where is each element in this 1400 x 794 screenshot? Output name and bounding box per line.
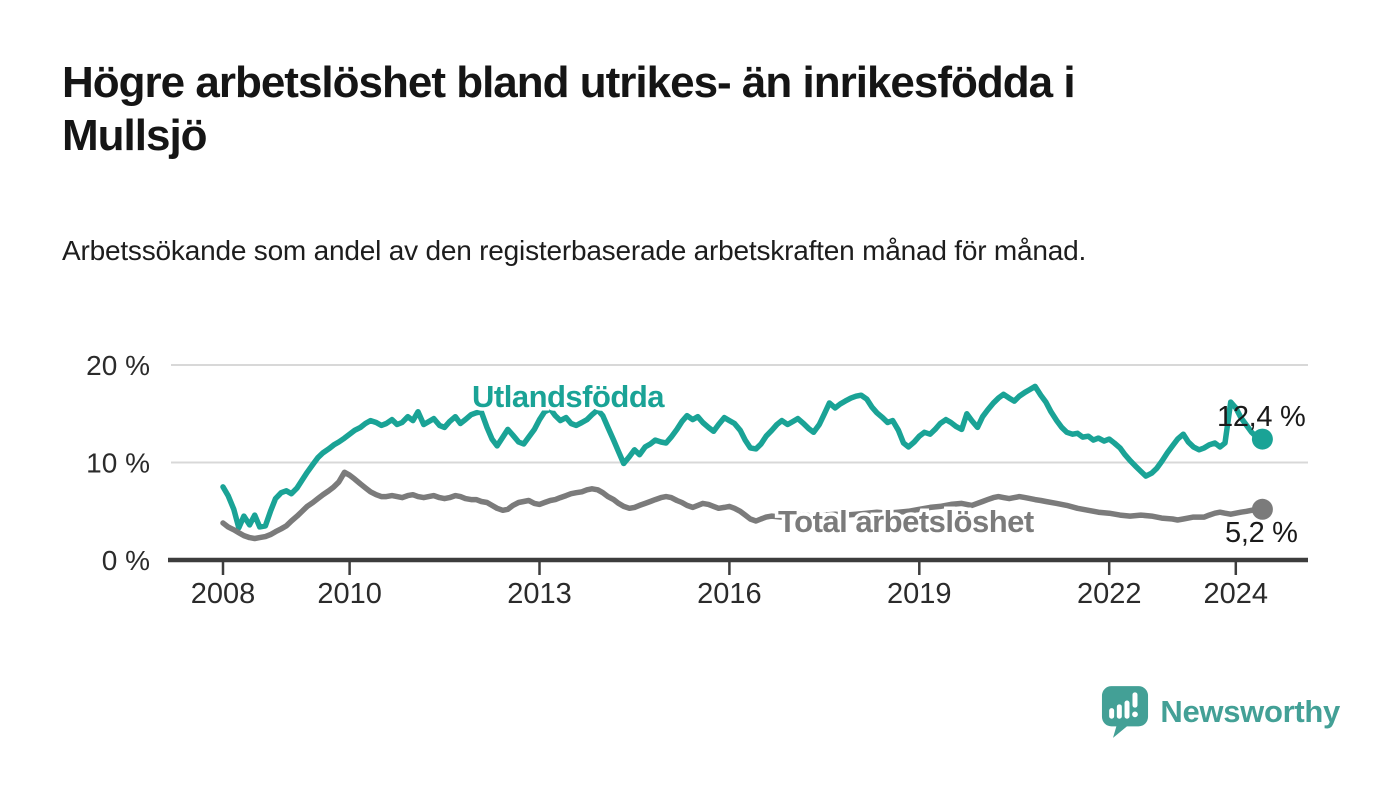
page-title: Högre arbetslöshet bland utrikes- än inr… — [62, 58, 1076, 160]
x-axis-tick-label-2013: 2013 — [507, 578, 572, 610]
y-axis-tick-label: 20 % — [86, 350, 150, 381]
chart-subtitle: Arbetssökande som andel av den registerb… — [62, 235, 1087, 266]
series-label-total-arbetsloshet: Total arbetslöshet — [778, 504, 1034, 539]
end-dot-utlandsfodda — [1251, 428, 1273, 450]
end-value-label-total-arbetsloshet: 5,2 % — [1225, 517, 1298, 549]
series-line-total-arbetsloshet — [220, 469, 1266, 542]
y-axis-tick-label: 0 % — [102, 545, 150, 576]
end-dot-total-arbetsloshet — [1251, 498, 1273, 520]
x-axis-tick-label-2010: 2010 — [317, 578, 382, 610]
end-value-label-utlandsfodda: 12,4 % — [1217, 401, 1306, 433]
x-axis-tick-label-2022: 2022 — [1077, 578, 1142, 610]
series-label-utlandsfodda: Utlandsfödda — [472, 379, 665, 414]
x-axis-tick-label-2024: 2024 — [1204, 578, 1269, 610]
x-axis-tick-label-2019: 2019 — [887, 578, 952, 610]
speech-bubble-bar-chart-icon — [1102, 686, 1149, 738]
newsworthy-logo: Newsworthy — [1101, 684, 1340, 740]
y-axis-tick-label: 10 % — [86, 448, 150, 479]
x-axis-tick-label-2016: 2016 — [697, 578, 762, 610]
x-axis-tick-label-2008: 2008 — [191, 578, 256, 610]
series-line-utlandsfodda — [220, 383, 1266, 531]
newsworthy-logo-text: Newsworthy — [1160, 694, 1340, 729]
